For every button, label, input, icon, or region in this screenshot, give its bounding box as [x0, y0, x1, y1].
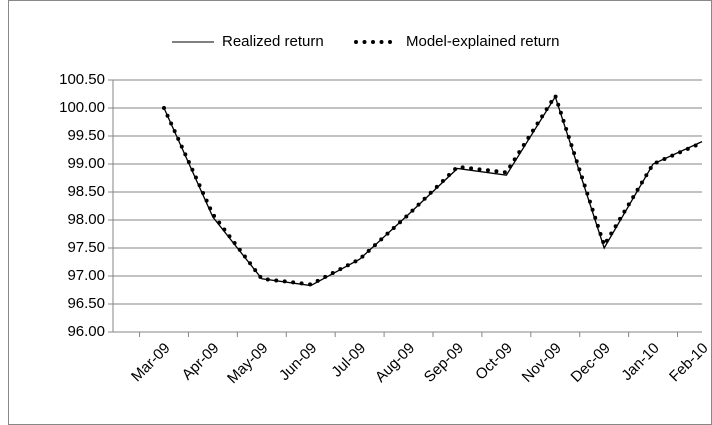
y-tick-label: 100.50 — [59, 71, 105, 88]
y-tick-label: 97.00 — [67, 267, 105, 284]
y-tick-label: 98.00 — [67, 211, 105, 228]
y-tick-label: 96.50 — [67, 295, 105, 312]
y-tick-label: 99.50 — [67, 127, 105, 144]
y-tick-label: 100.00 — [59, 99, 105, 116]
legend-label: Model-explained return — [406, 33, 559, 50]
legend-label: Realized return — [222, 33, 324, 50]
y-tick-label: 99.00 — [67, 155, 105, 172]
chart-border — [8, 0, 712, 425]
y-tick-label: 97.50 — [67, 239, 105, 256]
y-tick-label: 96.00 — [67, 323, 105, 340]
y-tick-label: 98.50 — [67, 183, 105, 200]
